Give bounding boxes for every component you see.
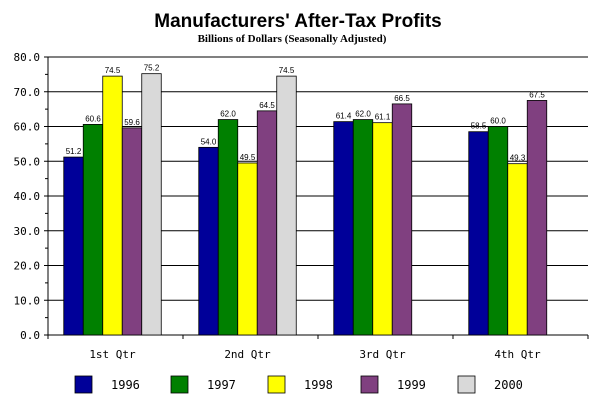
- legend-swatch: [360, 375, 379, 394]
- bar: [352, 119, 374, 336]
- x-tick-label: 3rd Qtr: [359, 348, 406, 361]
- data-label: 66.5: [394, 94, 410, 103]
- bar: [391, 103, 413, 336]
- bar: [63, 156, 84, 336]
- legend-label: 1997: [207, 378, 236, 392]
- legend-label: 1998: [304, 378, 333, 392]
- y-tick-label: 20.0: [14, 260, 41, 273]
- data-label: 74.5: [279, 66, 295, 75]
- y-tick-label: 0.0: [20, 329, 40, 342]
- bar: [141, 73, 162, 336]
- y-tick-label: 10.0: [14, 294, 41, 307]
- bar: [372, 122, 393, 336]
- legend-swatch: [170, 375, 189, 394]
- data-label: 49.5: [240, 153, 256, 162]
- data-label: 49.3: [510, 154, 526, 163]
- legend: 1996 1997 1998 1999 2000: [74, 375, 523, 394]
- chart-subtitle: Billions of Dollars (Seasonally Adjusted…: [198, 33, 387, 45]
- bar: [256, 110, 278, 336]
- legend-swatch: [74, 375, 93, 394]
- bar: [526, 100, 548, 336]
- bar: [276, 75, 297, 336]
- data-label: 74.5: [105, 66, 121, 75]
- y-tick-label: 30.0: [14, 225, 41, 238]
- data-label: 61.4: [336, 112, 352, 121]
- bar: [507, 163, 528, 336]
- data-label: 62.0: [355, 110, 371, 119]
- bar: [487, 126, 509, 336]
- data-label: 64.5: [259, 101, 275, 110]
- x-tick-label: 1st Qtr: [89, 348, 136, 361]
- data-label: 61.1: [375, 113, 391, 122]
- bar: [333, 121, 354, 336]
- data-label: 58.5: [471, 122, 487, 131]
- y-tick-label: 40.0: [14, 190, 41, 203]
- y-tick-label: 60.0: [14, 121, 41, 134]
- bar: [237, 162, 258, 336]
- legend-label: 1996: [111, 378, 140, 392]
- x-tick-label: 4th Qtr: [494, 348, 541, 361]
- data-label: 67.5: [529, 90, 545, 99]
- data-label: 51.2: [66, 147, 82, 156]
- y-tick-label: 70.0: [14, 86, 41, 99]
- y-tick-label: 50.0: [14, 155, 41, 168]
- data-label: 75.2: [144, 64, 160, 73]
- data-label: 60.6: [85, 114, 101, 123]
- bar: [121, 127, 143, 336]
- legend-label: 1999: [397, 378, 426, 392]
- bar: [468, 131, 489, 336]
- y-tick-label: 80.0: [14, 51, 41, 64]
- data-label: 60.0: [490, 117, 506, 126]
- legend-swatch: [457, 375, 476, 394]
- legend-label: 2000: [494, 378, 523, 392]
- bar: [217, 119, 239, 336]
- bar: [198, 146, 219, 336]
- chart-title: Manufacturers' After-Tax Profits: [154, 11, 441, 32]
- x-tick-label: 2nd Qtr: [224, 348, 271, 361]
- data-label: 54.0: [201, 137, 217, 146]
- bar: [102, 75, 123, 336]
- plot-area: 0.0 10.0 20.0 30.0 40.0 50.0 60.0 70.0 80.0 1st Q…: [14, 51, 589, 361]
- data-label: 59.6: [124, 118, 140, 127]
- legend-swatch: [267, 375, 286, 394]
- data-label: 62.0: [220, 110, 236, 119]
- bar: [82, 124, 104, 336]
